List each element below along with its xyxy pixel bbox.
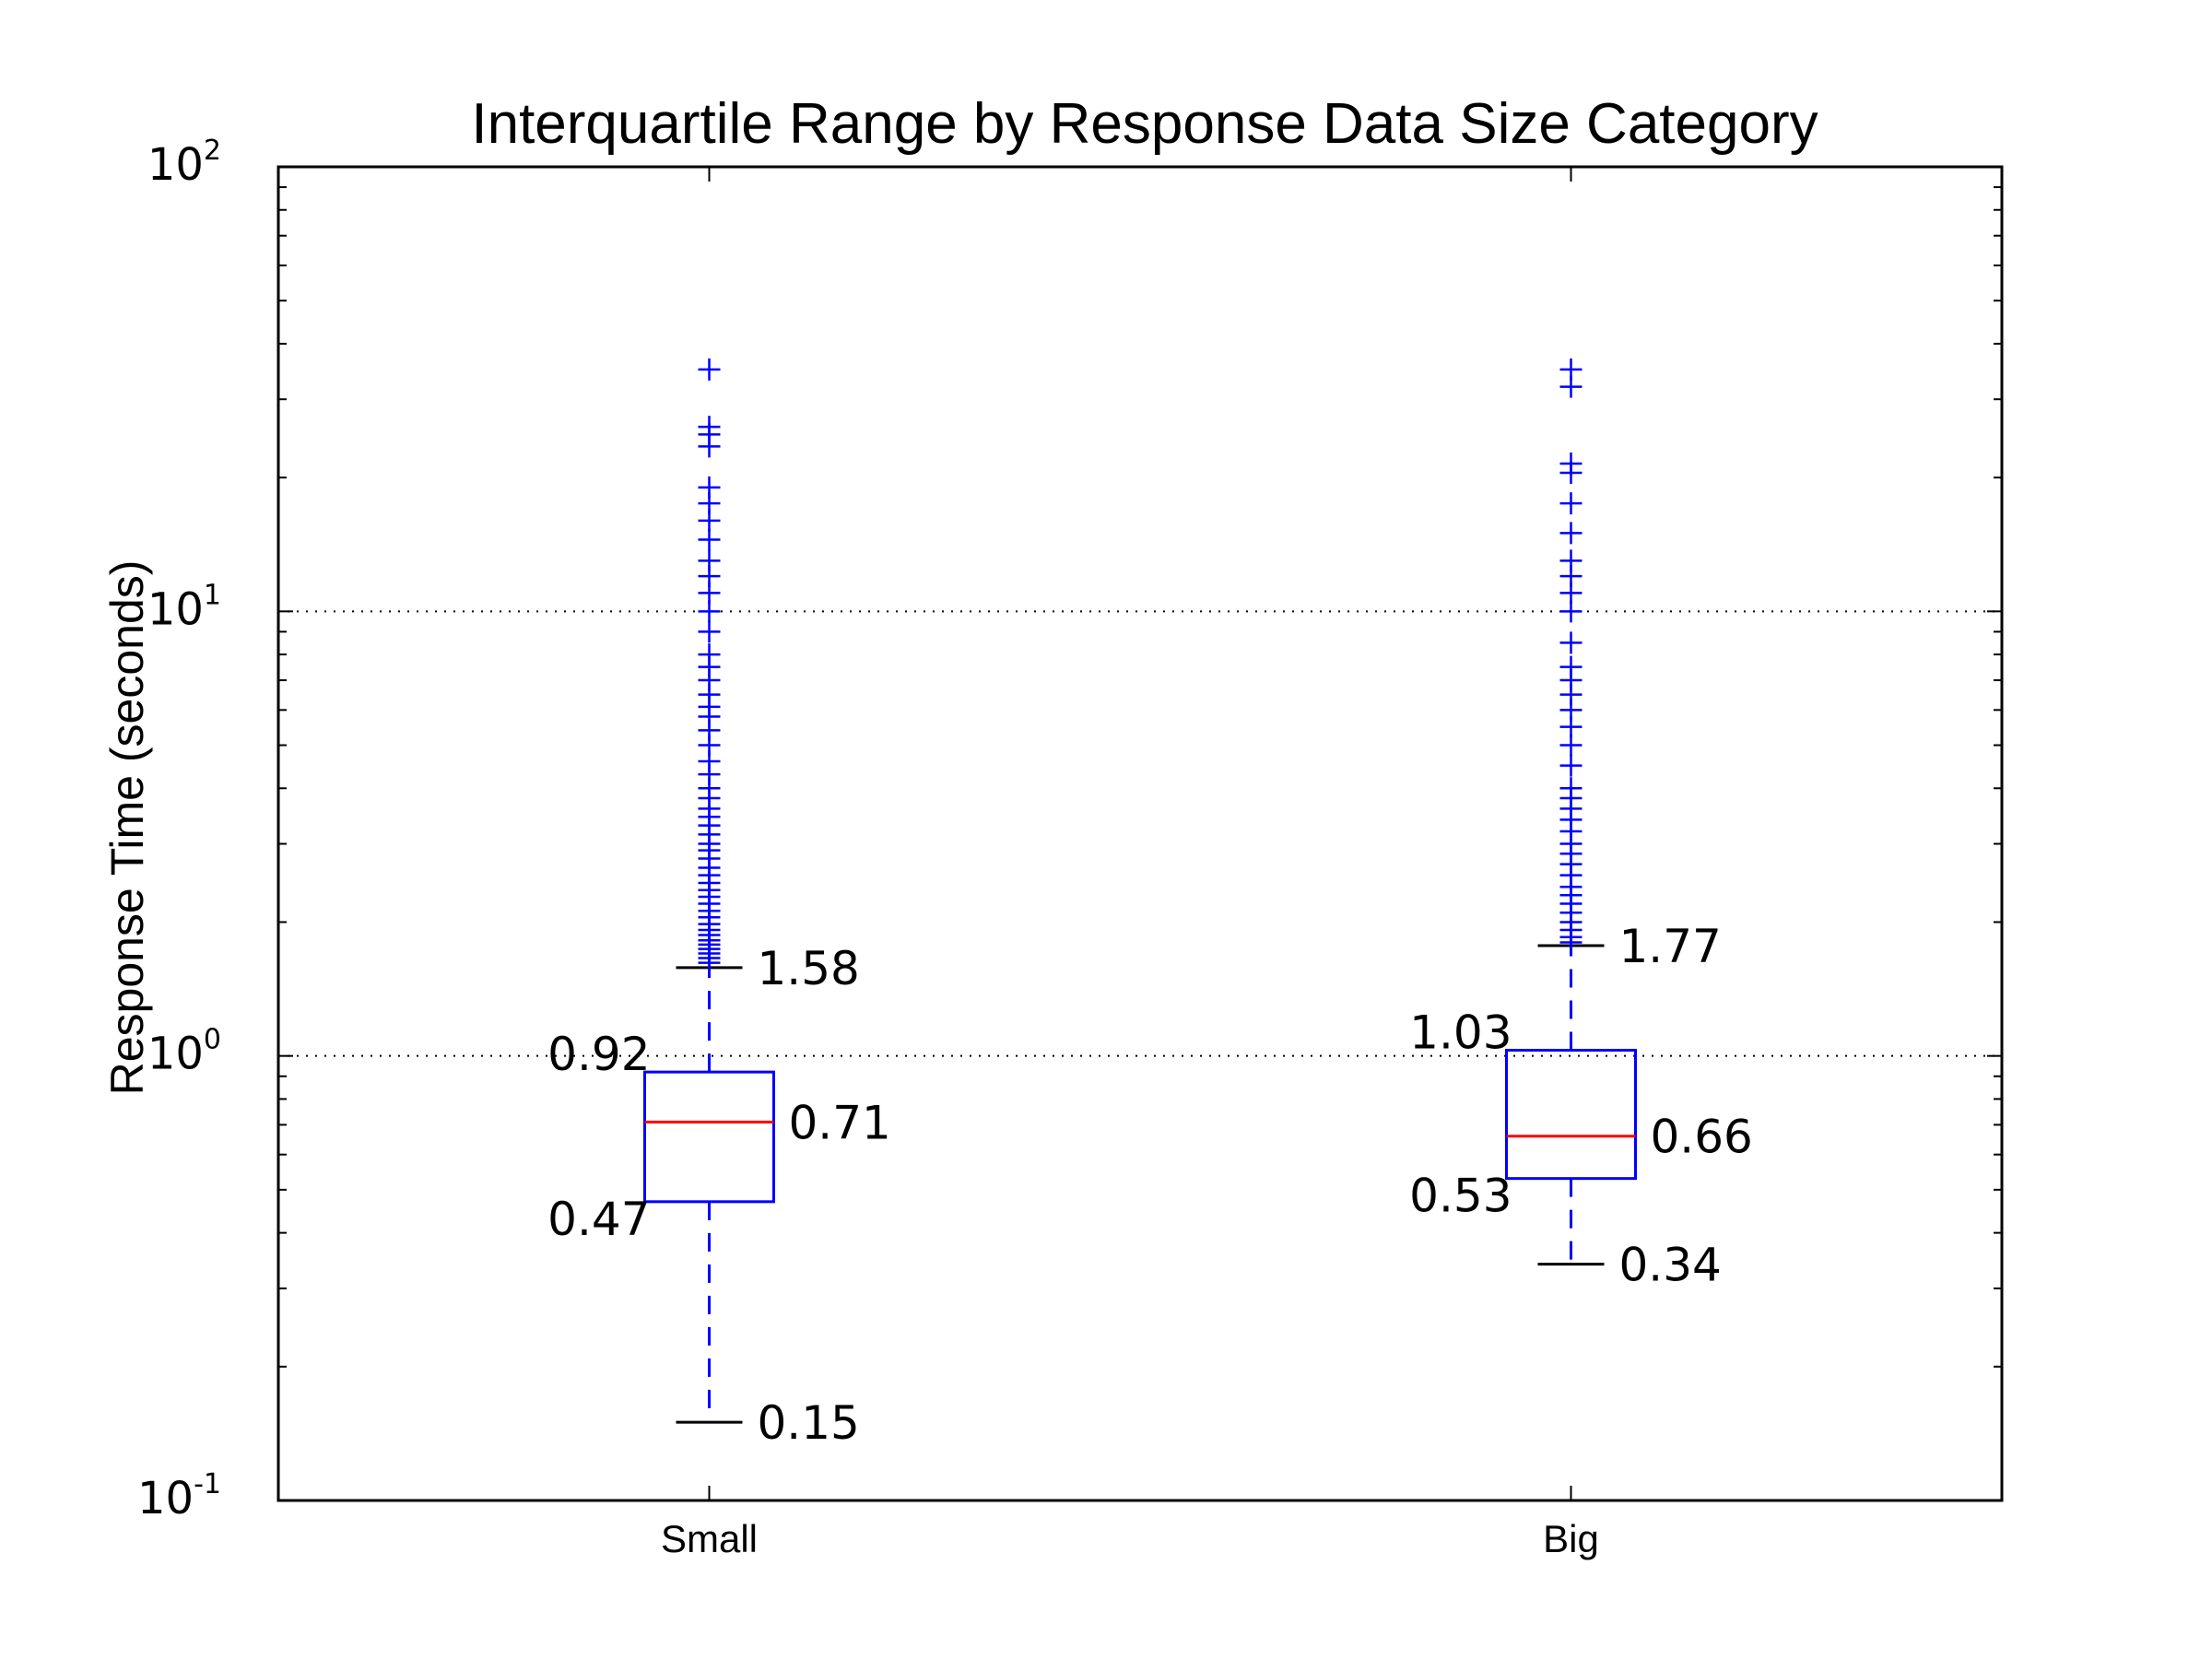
outlier-marker bbox=[698, 549, 721, 572]
outlier-marker bbox=[698, 416, 721, 439]
value-label-whisker_high: 1.58 bbox=[758, 942, 860, 995]
outlier-marker bbox=[1559, 777, 1583, 800]
y-tick-label: 100 bbox=[147, 1024, 221, 1080]
value-label-median: 0.66 bbox=[1651, 1111, 1753, 1164]
outlier-marker bbox=[1559, 631, 1583, 654]
value-label-q1: 0.53 bbox=[1409, 1170, 1512, 1223]
value-label-median: 0.71 bbox=[789, 1096, 891, 1149]
outlier-marker bbox=[698, 476, 721, 499]
plot-frame bbox=[276, 165, 2004, 1502]
outlier-marker bbox=[698, 620, 721, 643]
outlier-marker bbox=[698, 358, 721, 381]
value-label-q3: 1.03 bbox=[1409, 1006, 1512, 1059]
outlier-marker bbox=[1559, 549, 1583, 572]
outlier-marker bbox=[1559, 522, 1583, 545]
box-group-big: 1.77 0.34 0.66 1.03 0.53 Big bbox=[1409, 167, 1753, 1560]
outlier-marker bbox=[698, 528, 721, 551]
outlier-marker bbox=[1559, 358, 1583, 381]
y-tick-label: 10-1 bbox=[137, 1468, 221, 1524]
value-label-whisker_high: 1.77 bbox=[1619, 920, 1722, 973]
outlier-marker bbox=[1559, 452, 1583, 475]
value-label-q1: 0.47 bbox=[547, 1193, 650, 1246]
value-label-whisker_low: 0.34 bbox=[1619, 1239, 1722, 1292]
x-category-label: Big bbox=[1543, 1517, 1599, 1560]
outlier-marker bbox=[698, 643, 721, 666]
outlier-marker bbox=[1559, 655, 1583, 678]
iqr-box bbox=[1505, 1048, 1637, 1181]
value-label-whisker_low: 0.15 bbox=[758, 1396, 860, 1450]
y-tick-label: 102 bbox=[147, 135, 221, 191]
y-tick-label: 101 bbox=[147, 579, 221, 635]
x-category-label: Small bbox=[661, 1517, 758, 1560]
chart-title: Interquartile Range by Response Data Siz… bbox=[471, 92, 1818, 156]
value-label-q3: 0.92 bbox=[547, 1028, 650, 1081]
iqr-box bbox=[643, 1070, 775, 1204]
outlier-marker bbox=[1559, 754, 1583, 777]
outlier-marker bbox=[1559, 492, 1583, 515]
box-group-small: 1.58 0.15 0.71 0.92 0.47 Small bbox=[547, 167, 891, 1560]
y-axis-label: Response Time (seconds) bbox=[101, 560, 153, 1096]
